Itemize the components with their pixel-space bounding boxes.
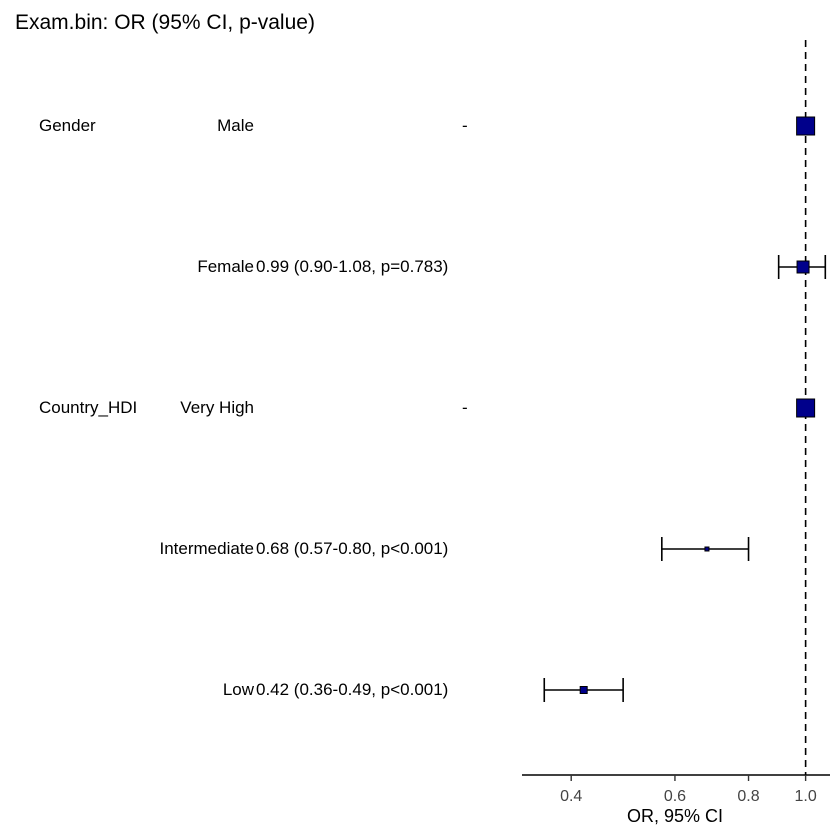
row-result-label: 0.99 (0.90-1.08, p=0.783) — [256, 257, 449, 276]
point-estimate-box — [796, 116, 816, 136]
x-tick-label: 1.0 — [794, 788, 816, 805]
row-level-label: Very High — [180, 398, 254, 417]
point-estimate-box — [796, 398, 816, 418]
point-estimate-box — [796, 260, 810, 274]
row-result-label: - — [462, 116, 468, 135]
row-result-label: - — [462, 398, 468, 417]
row-level-label: Male — [217, 116, 254, 135]
row-level-label: Intermediate — [159, 539, 255, 558]
x-tick-label: 0.6 — [664, 788, 686, 805]
x-axis-label: OR, 95% CI — [626, 806, 724, 826]
point-estimate-box — [704, 546, 710, 552]
row-level-label: Female — [197, 257, 254, 276]
row-level-label: Low — [222, 680, 254, 699]
row-variable-label: Gender — [39, 116, 96, 135]
x-tick-label: 0.4 — [560, 788, 582, 805]
row-variable-label: Country_HDI — [39, 398, 138, 417]
point-estimate-box — [579, 686, 588, 694]
x-tick-label: 0.8 — [737, 788, 759, 805]
row-result-label: 0.68 (0.57-0.80, p<0.001) — [256, 539, 449, 558]
row-result-label: 0.42 (0.36-0.49, p<0.001) — [256, 680, 449, 699]
chart-title: Exam.bin: OR (95% CI, p-value) — [15, 11, 315, 34]
